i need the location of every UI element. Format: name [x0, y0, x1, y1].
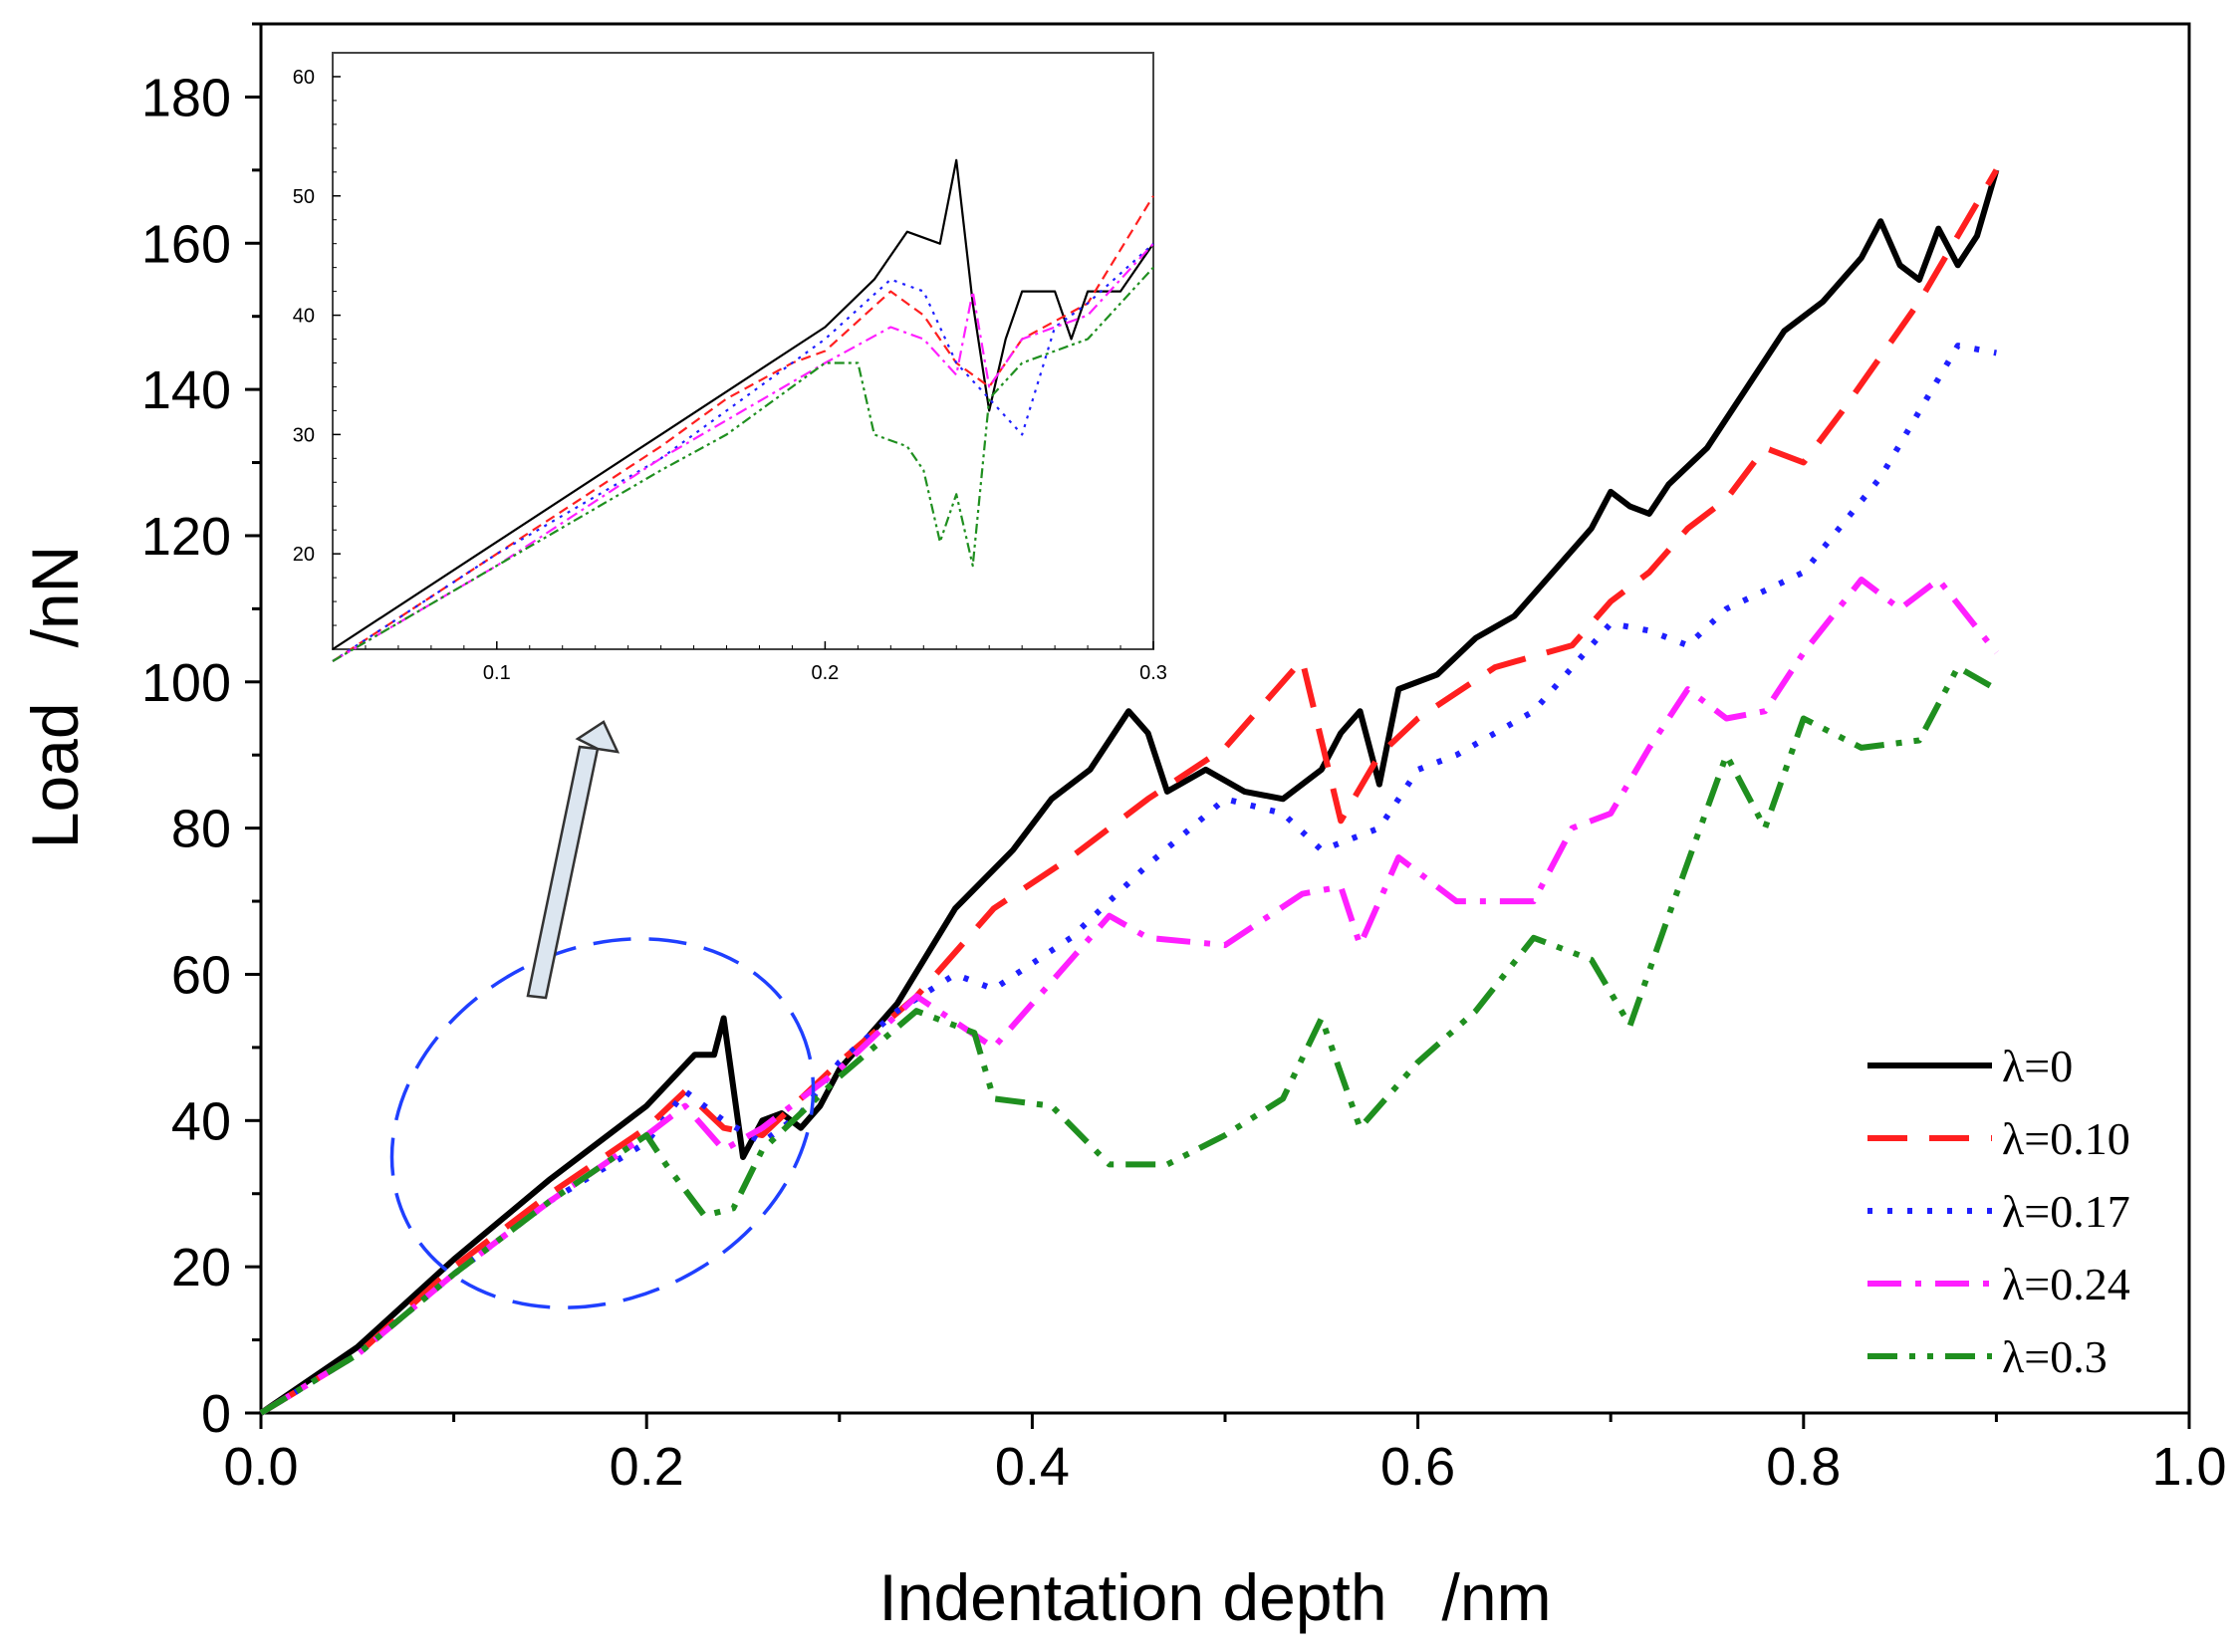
y-tick-label: 180	[141, 68, 231, 127]
y-tick-label: 120	[141, 507, 231, 567]
y-tick-label: 0	[201, 1384, 231, 1444]
x-tick-label: 0.2	[610, 1437, 684, 1497]
series-line-3	[259, 577, 1999, 1416]
x-tick-label: 0.6	[1380, 1437, 1455, 1497]
y-tick-label: 160	[141, 214, 231, 274]
y-tick-label: 80	[171, 800, 231, 859]
inset-series-line-3	[332, 242, 1154, 662]
legend-label-2: λ=0.17	[2002, 1186, 2130, 1237]
inset-y-tick-label: 50	[293, 186, 315, 208]
inset-chart: 0.1 0.2 0.3 20 30 40 50 60	[264, 26, 1167, 684]
x-axis-title: Indentation depth /nm	[878, 1560, 1551, 1634]
inset-x-tick-label: 0.1	[483, 662, 511, 684]
y-tick-label: 20	[171, 1238, 231, 1298]
y-tick-label: 100	[141, 653, 231, 713]
inset-frame	[332, 52, 1154, 650]
legend-label-1: λ=0.10	[2002, 1113, 2130, 1164]
series-line-4	[259, 664, 1998, 1416]
x-tick-label: 0.8	[1766, 1437, 1841, 1497]
y-tick-label: 140	[141, 360, 231, 420]
x-tick-label: 0.4	[995, 1437, 1070, 1497]
x-tick-label: 1.0	[2151, 1437, 2226, 1497]
series-line-2	[259, 343, 1997, 1416]
inset-backdrop	[327, 49, 1155, 653]
inset-x-tick-label: 0.2	[811, 662, 839, 684]
legend-label-4: λ=0.3	[2002, 1331, 2108, 1382]
y-axis-title: Load /nN	[18, 546, 92, 849]
inset-x-tick-label: 0.3	[1139, 662, 1167, 684]
y-tick-label: 60	[171, 945, 231, 1005]
zoom-region-ellipse	[389, 937, 816, 1309]
x-tick-label: 0.0	[223, 1437, 298, 1497]
legend: λ=0 λ=0.10 λ=0.17 λ=0.24 λ=0.3	[1867, 1041, 2130, 1382]
series-line-0	[259, 168, 2000, 1416]
inset-series-line-4	[332, 266, 1154, 662]
inset-y-tick-label: 60	[293, 67, 315, 89]
zoom-arrow	[526, 720, 621, 1000]
legend-label-0: λ=0	[2002, 1041, 2073, 1091]
inset-y-tick-label: 40	[293, 306, 315, 328]
inset-y-tick-label: 30	[293, 424, 315, 446]
inset-y-tick-label: 20	[293, 544, 315, 566]
y-tick-label: 40	[171, 1091, 231, 1151]
legend-label-3: λ=0.24	[2002, 1259, 2130, 1309]
inset-series-line-0	[332, 158, 1154, 650]
